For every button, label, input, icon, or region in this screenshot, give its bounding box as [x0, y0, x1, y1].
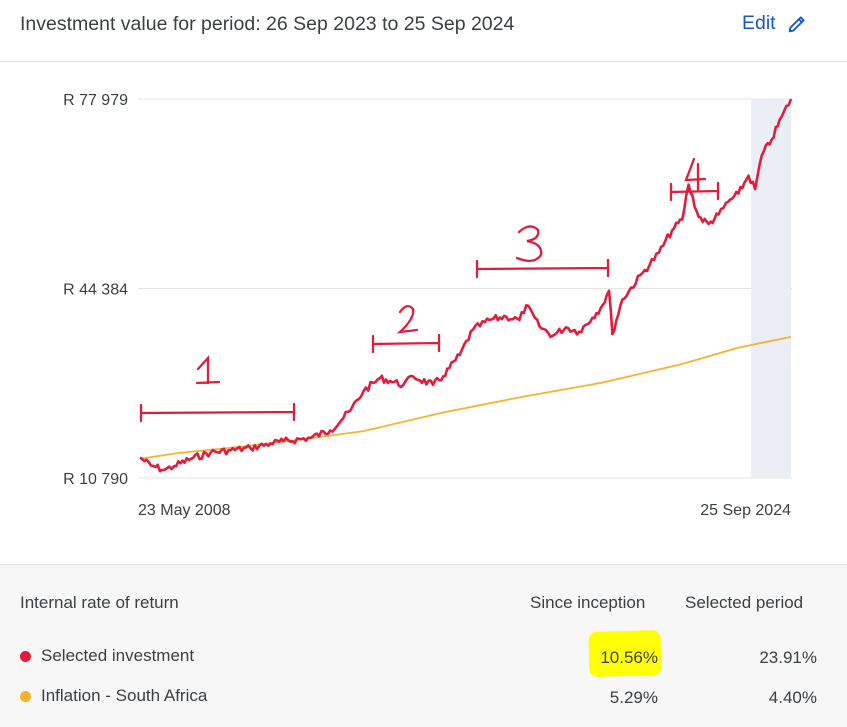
annotation-bracket — [669, 181, 720, 202]
annotation-number-4 — [684, 157, 707, 192]
handwritten-annotations — [139, 157, 720, 423]
annotation-bracket — [475, 258, 610, 279]
annotation-bracket — [139, 402, 296, 423]
pencil-icon — [788, 15, 805, 32]
irr-panel — [0, 564, 847, 727]
investment-selected-period: 23.91% — [759, 648, 817, 667]
inflation-line — [139, 336, 792, 460]
chart-header: Investment value for period: 26 Sep 2023… — [0, 0, 847, 62]
annotation-number-2 — [396, 304, 419, 334]
y-tick-label: R 44 384 — [63, 282, 128, 299]
investment-since-inception: 10.56% — [600, 648, 658, 667]
investment-chart: R 77 979 R 44 384 R 10 790 23 May 2008 25 S… — [63, 92, 793, 519]
inflation-legend-dot — [20, 691, 31, 702]
chart-title: Investment value for period: 26 Sep 2023… — [20, 13, 515, 35]
inflation-since-inception: 5.29% — [609, 688, 658, 707]
annotation-number-1 — [195, 355, 221, 385]
x-tick-label: 25 Sep 2024 — [700, 502, 791, 519]
investment-legend-dot — [20, 651, 31, 662]
annotation-number-3 — [515, 225, 543, 263]
investment-line — [139, 98, 793, 473]
edit-button[interactable]: Edit — [742, 12, 808, 35]
irr-heading: Internal rate of return — [20, 593, 179, 612]
selected-period-header: Selected period — [685, 593, 804, 612]
y-tick-label: R 10 790 — [63, 471, 128, 488]
edit-label: Edit — [742, 12, 776, 34]
x-tick-label: 23 May 2008 — [138, 502, 231, 519]
annotation-bracket — [371, 333, 441, 354]
inflation-selected-period: 4.40% — [768, 688, 817, 707]
since-inception-header: Since inception — [530, 593, 646, 612]
investment-label: Selected investment — [41, 646, 195, 665]
selected-period-shade — [751, 99, 791, 478]
y-tick-label: R 77 979 — [63, 92, 128, 109]
inflation-label: Inflation - South Africa — [41, 686, 208, 705]
